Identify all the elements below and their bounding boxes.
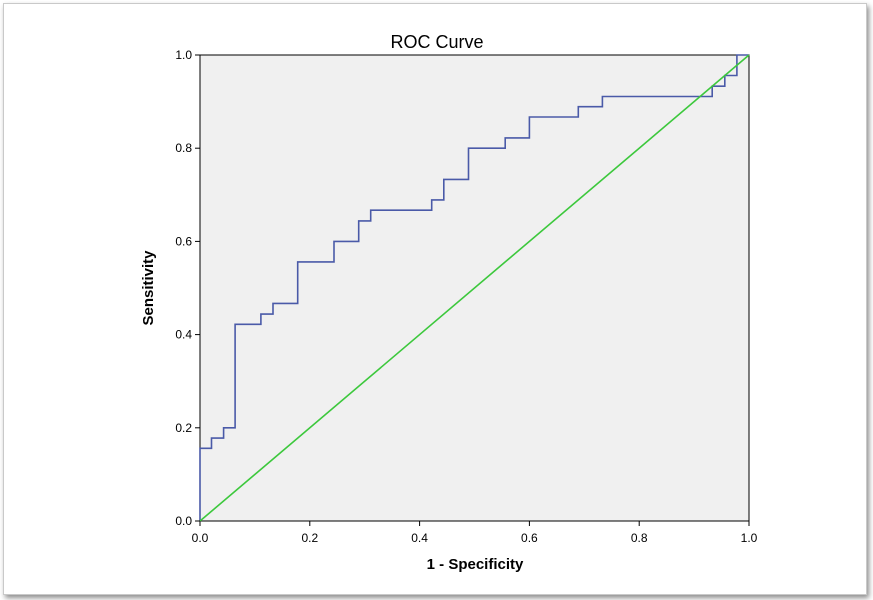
chart-title: ROC Curve [390, 32, 483, 52]
tick-layer: 0.0 0.2 0.4 0.6 0.8 1.0 0.0 0.2 0.4 0.6 0.8 1.0 [175, 48, 757, 545]
x-tick-label: 0.2 [301, 531, 318, 545]
x-tick-label: 0.0 [192, 531, 209, 545]
x-tick-label: 0.4 [411, 531, 428, 545]
y-tick-label: 0.4 [175, 328, 192, 342]
y-tick-label: 0.0 [175, 514, 192, 528]
y-tick-label: 0.2 [175, 421, 192, 435]
series-layer [199, 54, 750, 522]
x-tick-label: 0.8 [631, 531, 648, 545]
x-tick-label: 1.0 [741, 531, 758, 545]
roc-curve-line [199, 54, 749, 521]
y-axis-label: Sensitivity [140, 250, 157, 326]
reference-diagonal-line [199, 54, 750, 522]
x-axis-label: 1 - Specificity [427, 556, 524, 573]
y-tick-label: 0.8 [175, 141, 192, 155]
x-tick-label: 0.6 [521, 531, 538, 545]
y-tick-label: 1.0 [175, 48, 192, 62]
y-tick-label: 0.6 [175, 234, 192, 248]
